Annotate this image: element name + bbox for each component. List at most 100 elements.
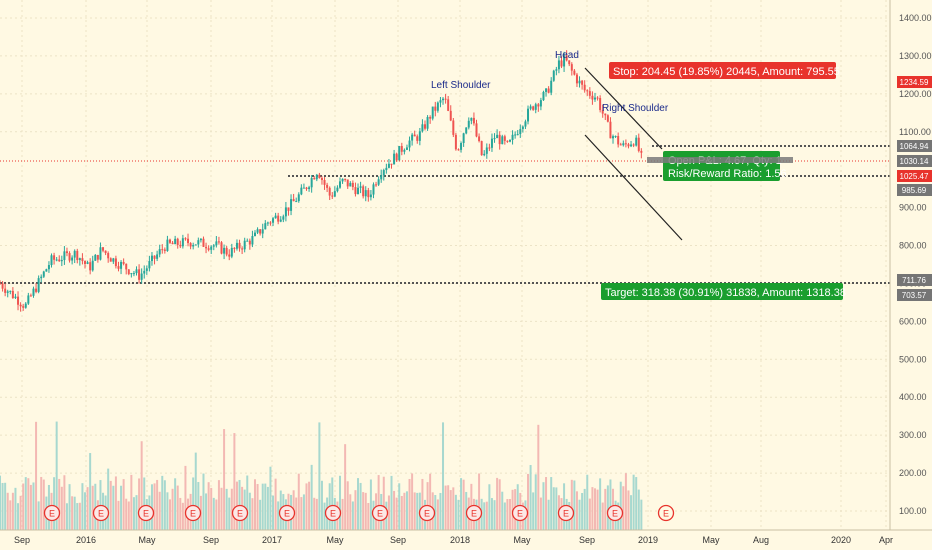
- earnings-marker[interactable]: [371, 504, 389, 522]
- y-tick-label: 800.00: [899, 241, 927, 251]
- earnings-marker[interactable]: [465, 504, 483, 522]
- volume-bar: [369, 479, 372, 530]
- volume-bar: [320, 480, 323, 530]
- candle-body: [65, 251, 68, 254]
- x-tick-label: 2017: [262, 535, 282, 545]
- volume-bar: [449, 490, 452, 530]
- candle-body: [604, 113, 607, 116]
- volume-bar: [532, 492, 535, 530]
- volume-bar: [460, 478, 463, 530]
- volume-bar: [377, 475, 380, 530]
- candle-body: [205, 246, 208, 249]
- earnings-marker[interactable]: [606, 504, 624, 522]
- candle-body: [506, 140, 509, 142]
- volume-bar: [527, 473, 530, 530]
- candle-body: [225, 247, 228, 255]
- volume-bar: [297, 473, 300, 530]
- candle-body: [426, 117, 429, 129]
- candle-body: [138, 269, 141, 280]
- volume-bar: [550, 477, 553, 530]
- candle-body: [547, 88, 550, 93]
- candle-body: [148, 261, 151, 269]
- earnings-marker-label: E: [143, 509, 149, 519]
- candle-body: [86, 262, 89, 264]
- x-tick-label: Sep: [203, 535, 219, 545]
- volume-bar: [63, 475, 66, 530]
- volume-bar: [338, 475, 341, 530]
- candle-body: [17, 296, 20, 305]
- earnings-marker[interactable]: [557, 504, 575, 522]
- candle-body: [272, 218, 275, 223]
- earnings-marker[interactable]: [137, 504, 155, 522]
- candle-body: [176, 238, 179, 245]
- volume-bar: [14, 487, 17, 530]
- earnings-marker-label: E: [517, 509, 523, 519]
- candle-body: [122, 262, 125, 264]
- candle-body: [493, 138, 496, 140]
- earnings-marker[interactable]: [92, 504, 110, 522]
- earnings-marker[interactable]: [511, 504, 529, 522]
- price-tag: [897, 274, 932, 286]
- candle-body: [475, 123, 478, 137]
- open-pnl-box[interactable]: Open P&L: 4.67, Qty: 1 Risk/Reward Ratio…: [663, 151, 787, 181]
- volume-bar: [462, 479, 465, 530]
- candle-body: [215, 241, 218, 246]
- earnings-marker-label: E: [330, 509, 336, 519]
- earnings-marker[interactable]: [278, 504, 296, 522]
- volume-bar: [161, 475, 164, 530]
- volume-bar: [156, 479, 159, 530]
- earnings-marker[interactable]: [657, 504, 675, 522]
- candle-body: [542, 91, 545, 101]
- candle-body: [174, 238, 177, 245]
- earnings-marker[interactable]: [324, 504, 342, 522]
- candle-body: [45, 269, 48, 272]
- candle-body: [261, 229, 264, 234]
- stop-box[interactable]: Stop: 204.45 (19.85%) 20445, Amount: 795…: [609, 62, 840, 79]
- volume-bar: [158, 491, 161, 530]
- candle-body: [483, 153, 486, 156]
- volume-bar: [323, 502, 326, 530]
- y-tick-label: 300.00: [899, 430, 927, 440]
- candle-body: [179, 244, 182, 247]
- candle-body: [246, 240, 249, 242]
- position-tool-bar[interactable]: [647, 157, 793, 163]
- volume-bar: [344, 444, 347, 530]
- earnings-marker[interactable]: [418, 504, 436, 522]
- candle-body: [534, 104, 537, 110]
- candle-body: [596, 97, 599, 99]
- x-tick-label: Apr: [879, 535, 893, 545]
- candle-body: [346, 179, 349, 187]
- candle-body: [405, 147, 408, 150]
- candle-body: [60, 260, 63, 262]
- candle-body: [490, 138, 493, 148]
- earnings-marker[interactable]: [184, 504, 202, 522]
- candle-body: [58, 259, 61, 262]
- volume-bar: [251, 498, 254, 530]
- earnings-marker-label: E: [284, 509, 290, 519]
- candle-body: [217, 241, 220, 243]
- candle-body: [81, 258, 84, 262]
- volume-bar: [434, 495, 437, 530]
- candle-body: [145, 268, 148, 271]
- candle-body: [640, 150, 643, 153]
- candle-body: [480, 141, 483, 156]
- candle-body: [135, 269, 138, 274]
- volume-bar: [150, 484, 153, 530]
- y-tick-label: 1100.00: [899, 127, 931, 137]
- candle-body: [416, 136, 419, 141]
- volume-bar: [9, 500, 12, 530]
- x-tick-label: May: [513, 535, 531, 545]
- earnings-marker[interactable]: [231, 504, 249, 522]
- candle-body: [238, 242, 241, 249]
- volume-bar: [508, 499, 511, 530]
- candle-body: [462, 133, 465, 144]
- volume-bar: [351, 501, 354, 530]
- earnings-marker[interactable]: [43, 504, 61, 522]
- earnings-marker-label: E: [663, 509, 669, 519]
- candle-body: [560, 60, 563, 67]
- volume-bar: [498, 479, 501, 530]
- target-box[interactable]: Target: 318.38 (30.91%) 31838, Amount: 1…: [601, 283, 846, 300]
- candle-body: [331, 195, 334, 197]
